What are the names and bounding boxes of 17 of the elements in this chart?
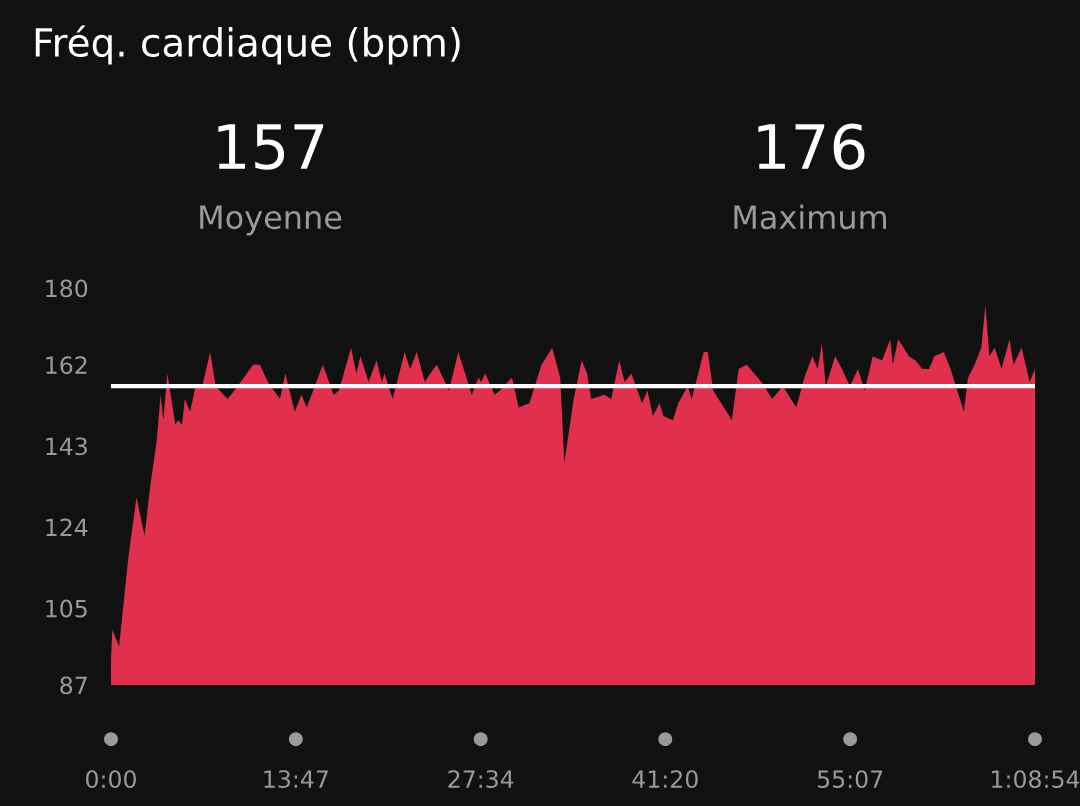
x-tick-label: 13:47 <box>264 770 328 788</box>
x-tick-label: 1:08:54 <box>992 770 1080 788</box>
chart-title: Fréq. cardiaque (bpm) <box>35 25 460 65</box>
x-tick-label: 41:20 <box>632 770 698 788</box>
y-tick-label: 162 <box>46 356 87 375</box>
text: Moyenne <box>200 205 342 236</box>
y-tick-label: 124 <box>46 518 88 537</box>
x-tick-label: 0:00 <box>86 770 136 788</box>
y-tick-label: 180 <box>46 279 88 298</box>
y-tick-label: 87 <box>60 676 87 695</box>
text: 176 <box>758 123 865 170</box>
text: 157 <box>218 124 324 170</box>
text: Maximum <box>734 204 886 230</box>
y-tick-label: 105 <box>46 599 87 618</box>
x-tick-label: 27:34 <box>448 770 514 788</box>
y-tick-label: 143 <box>46 437 87 456</box>
x-tick-label: 55:07 <box>817 770 883 788</box>
